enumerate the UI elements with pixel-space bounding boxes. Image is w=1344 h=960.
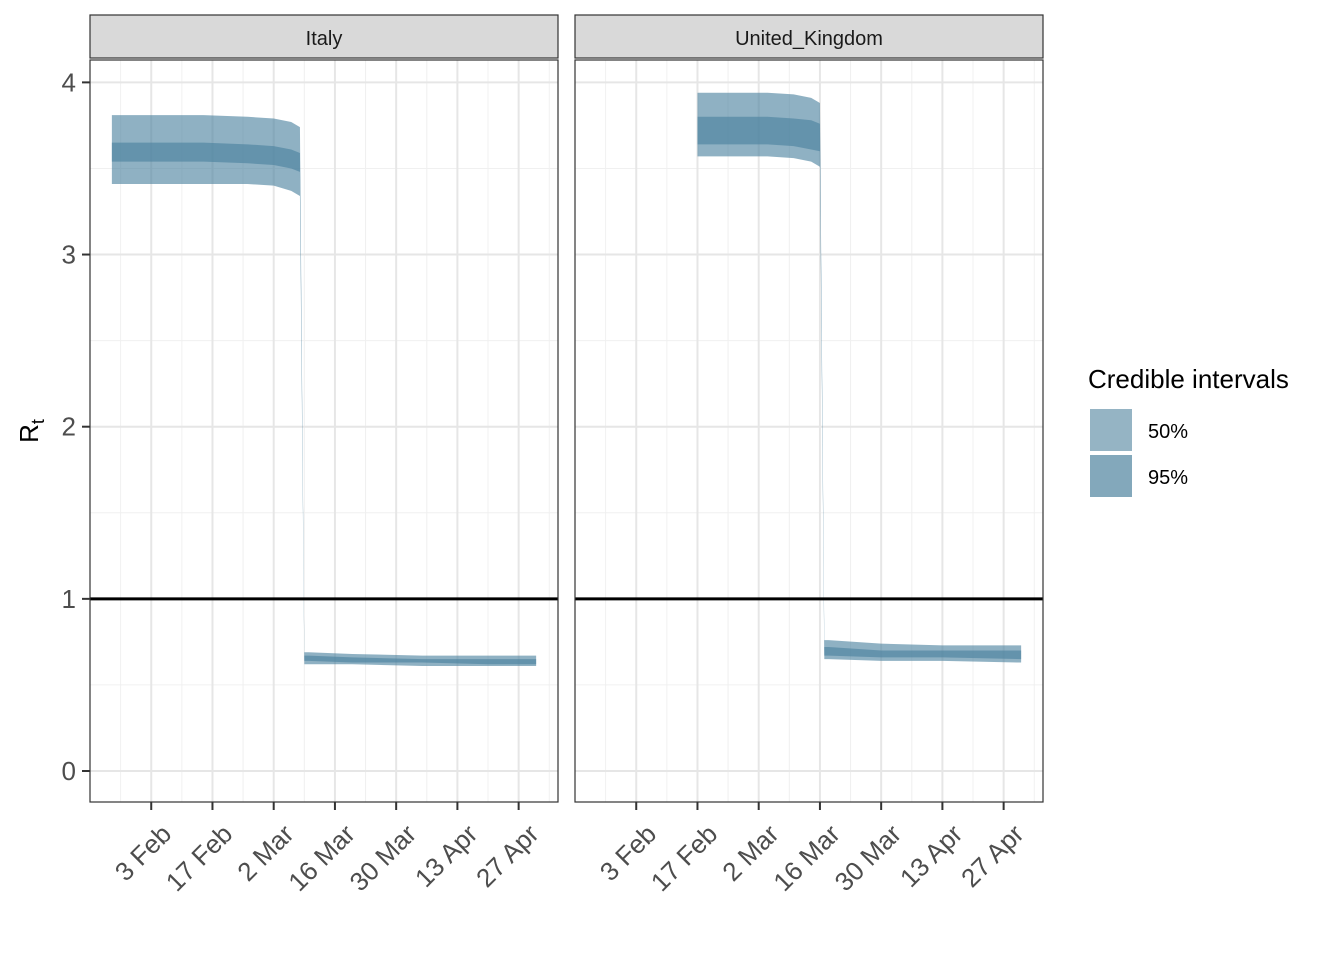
legend-label: 95%: [1148, 467, 1188, 489]
y-axis-label: Rt: [14, 419, 48, 443]
y-tick-label: 0: [62, 756, 76, 786]
x-tick-label: 16 Mar: [282, 818, 361, 897]
panel-border: [574, 59, 1044, 803]
panel-background: [575, 60, 1043, 802]
x-tick-label: 16 Mar: [767, 818, 846, 897]
y-axis-label-main: R: [14, 424, 44, 443]
y-axis: 0 1 2 3 4: [62, 67, 90, 786]
band-95: [697, 92, 1022, 663]
y-tick-label: 1: [62, 584, 76, 614]
band-95: [111, 115, 537, 667]
y-tick-label: 3: [62, 240, 76, 270]
legend-title: Credible intervals: [1088, 364, 1289, 394]
legend-key: [1090, 455, 1132, 497]
y-axis-label-subscript: t: [28, 419, 48, 424]
panel-border: [89, 59, 559, 803]
legend-label: 50%: [1148, 421, 1188, 443]
facet-strip-label: Italy: [306, 28, 343, 50]
x-tick-label: 27 Apr: [470, 818, 545, 893]
x-tick-label: 17 Feb: [645, 819, 723, 897]
facet-strip: [574, 14, 1044, 59]
x-tick-label: 17 Feb: [160, 819, 238, 897]
legend-key: [1090, 409, 1132, 451]
legend: Credible intervals 50% 95%: [1088, 364, 1289, 497]
x-tick-label: 30 Mar: [829, 818, 908, 897]
y-tick-label: 4: [62, 67, 76, 97]
y-tick-label: 2: [62, 412, 76, 442]
facet-strip-label: United_Kingdom: [735, 28, 883, 50]
facet-strip: [89, 14, 559, 59]
x-tick-label: 27 Apr: [955, 818, 1030, 893]
x-tick-label: 13 Apr: [409, 818, 484, 893]
x-tick-label: 13 Apr: [894, 818, 969, 893]
x-tick-label: 30 Mar: [344, 818, 423, 897]
